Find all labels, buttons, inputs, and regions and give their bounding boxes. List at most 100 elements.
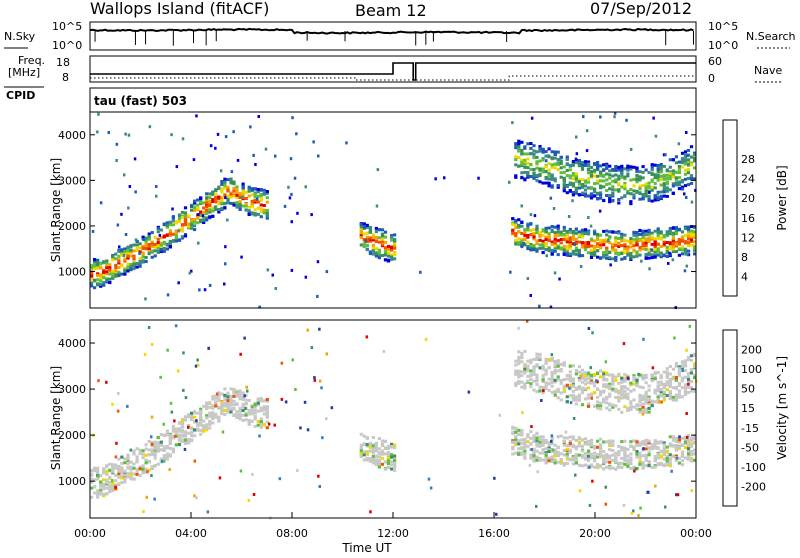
- range-time-cell: [383, 246, 388, 250]
- range-time-cell: [386, 258, 391, 262]
- range-time-cell: [629, 165, 633, 169]
- range-time-cell: [265, 200, 269, 204]
- range-time-cell: [359, 455, 363, 458]
- range-time-cell: [644, 238, 648, 242]
- range-time-cell: [629, 462, 633, 465]
- range-time-cell: [129, 268, 133, 272]
- range-time-cell: [583, 160, 588, 164]
- range-time-cell: [99, 279, 103, 283]
- range-time-cell: [620, 456, 624, 460]
- range-time-cell: [647, 439, 651, 443]
- scatter-cell: [192, 158, 196, 162]
- range-time-cell: [602, 456, 606, 460]
- range-time-cell: [90, 264, 94, 268]
- range-time-cell: [662, 390, 666, 394]
- scatter-cell: [155, 194, 158, 198]
- range-time-cell: [96, 495, 100, 499]
- range-time-cell: [368, 250, 372, 254]
- range-time-cell: [232, 201, 236, 205]
- scatter-cell: [607, 239, 610, 242]
- range-time-cell: [626, 191, 630, 195]
- range-time-cell: [535, 441, 539, 445]
- scatter-cell: [197, 213, 200, 216]
- range-time-cell: [565, 452, 569, 456]
- range-time-cell: [232, 403, 236, 407]
- range-time-cell: [256, 423, 260, 427]
- range-time-cell: [120, 252, 124, 255]
- range-time-cell: [614, 243, 618, 247]
- scatter-cell: [174, 434, 177, 438]
- range-time-cell: [371, 454, 375, 458]
- range-time-cell: [165, 233, 169, 237]
- range-time-cell: [541, 228, 545, 232]
- scatter-cell: [545, 159, 548, 163]
- range-time-cell: [256, 409, 260, 413]
- range-time-cell: [553, 237, 557, 241]
- range-time-cell: [641, 440, 645, 443]
- range-time-cell: [623, 389, 627, 393]
- range-time-cell: [580, 374, 585, 378]
- range-time-cell: [365, 458, 369, 462]
- power-ytick-label: 3000: [58, 174, 86, 187]
- range-time-cell: [520, 360, 524, 364]
- range-time-cell: [568, 364, 572, 368]
- noise-left-tick-top: 10^5: [52, 20, 82, 33]
- velocity-ytick-label: 2000: [58, 429, 86, 442]
- range-time-cell: [259, 203, 263, 207]
- range-time-cell: [105, 481, 109, 485]
- range-time-cell: [574, 395, 578, 399]
- range-time-cell: [217, 419, 221, 423]
- range-time-cell: [629, 202, 633, 206]
- range-time-cell: [177, 433, 182, 437]
- scatter-cell: [306, 428, 310, 432]
- range-time-cell: [529, 175, 533, 178]
- range-time-cell: [138, 250, 142, 254]
- range-time-cell: [683, 241, 688, 245]
- range-time-cell: [614, 248, 618, 252]
- scatter-cell: [646, 490, 649, 494]
- range-time-cell: [547, 174, 551, 178]
- range-time-cell: [183, 442, 188, 445]
- range-time-cell: [686, 227, 691, 231]
- range-time-cell: [183, 234, 188, 238]
- range-time-cell: [574, 177, 578, 181]
- range-time-cell: [544, 447, 548, 451]
- range-time-cell: [680, 386, 685, 390]
- range-time-cell: [529, 168, 533, 171]
- range-time-cell: [229, 181, 233, 185]
- range-time-cell: [535, 440, 539, 444]
- range-time-cell: [662, 164, 666, 168]
- range-time-cell: [671, 231, 675, 235]
- range-time-cell: [535, 355, 539, 359]
- scatter-cell: [677, 142, 681, 146]
- range-time-cell: [596, 372, 600, 375]
- range-time-cell: [586, 381, 591, 385]
- range-time-cell: [562, 363, 566, 367]
- range-time-cell: [174, 221, 178, 225]
- range-time-cell: [689, 225, 694, 229]
- range-time-cell: [129, 254, 133, 258]
- range-time-cell: [562, 225, 566, 229]
- scatter-cell: [208, 283, 212, 287]
- range-time-cell: [529, 233, 533, 237]
- range-time-cell: [602, 390, 606, 394]
- range-time-cell: [99, 474, 103, 478]
- range-time-cell: [577, 186, 581, 190]
- range-time-cell: [529, 242, 533, 246]
- range-time-cell: [638, 228, 642, 232]
- range-time-cell: [93, 469, 97, 473]
- range-time-cell: [611, 199, 615, 203]
- range-time-cell: [677, 180, 681, 184]
- range-time-cell: [623, 439, 627, 443]
- range-time-cell: [90, 284, 94, 288]
- range-time-cell: [253, 212, 257, 216]
- range-time-cell: [599, 191, 603, 195]
- scatter-cell: [278, 477, 282, 481]
- range-time-cell: [511, 222, 515, 226]
- range-time-cell: [586, 449, 591, 453]
- range-time-cell: [159, 440, 163, 444]
- range-time-cell: [553, 225, 557, 229]
- range-time-cell: [374, 240, 378, 243]
- range-time-cell: [593, 446, 597, 450]
- range-time-cell: [614, 258, 618, 262]
